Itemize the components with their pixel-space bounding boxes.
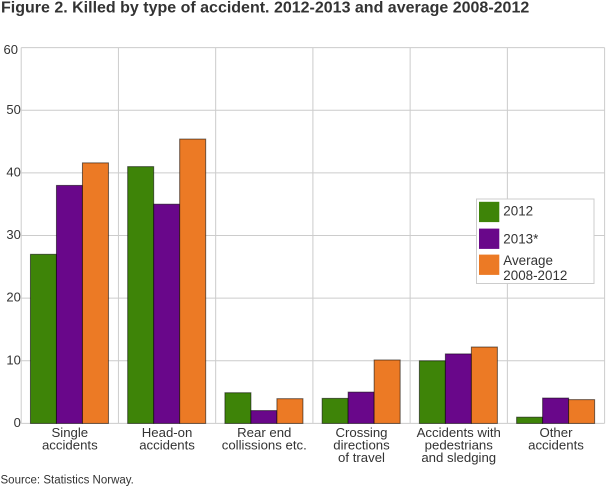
svg-text:30: 30	[6, 227, 20, 242]
svg-text:directions: directions	[333, 437, 390, 452]
svg-text:of travel: of travel	[338, 450, 385, 465]
svg-text:40: 40	[6, 164, 20, 179]
svg-text:60: 60	[4, 42, 18, 57]
svg-text:accidents: accidents	[42, 437, 98, 452]
svg-text:Single: Single	[51, 425, 88, 440]
svg-text:Source: Statistics Norway.: Source: Statistics Norway.	[1, 475, 134, 487]
svg-text:pedestrians: pedestrians	[425, 437, 494, 452]
svg-text:20: 20	[6, 290, 20, 305]
svg-text:Average: Average	[503, 253, 553, 268]
svg-text:10: 10	[6, 352, 20, 367]
svg-text:Crossing: Crossing	[335, 425, 387, 440]
svg-text:Accidents with: Accidents with	[417, 425, 501, 440]
svg-text:collissions etc.: collissions etc.	[222, 437, 307, 452]
svg-text:Other: Other	[539, 425, 573, 440]
svg-text:0: 0	[14, 415, 21, 430]
svg-text:2013*: 2013*	[503, 232, 538, 247]
svg-text:2012: 2012	[503, 204, 533, 219]
svg-text:and sledging: and sledging	[421, 450, 496, 465]
svg-text:accidents: accidents	[139, 437, 195, 452]
svg-text:Head-on: Head-on	[142, 425, 193, 440]
svg-text:accidents: accidents	[528, 437, 584, 452]
svg-text:Rear end: Rear end	[237, 425, 291, 440]
svg-text:50: 50	[6, 102, 20, 117]
svg-text:Figure 2. Killed by type of ac: Figure 2. Killed by type of accident. 20…	[1, 0, 529, 16]
svg-text:2008-2012: 2008-2012	[503, 268, 567, 283]
